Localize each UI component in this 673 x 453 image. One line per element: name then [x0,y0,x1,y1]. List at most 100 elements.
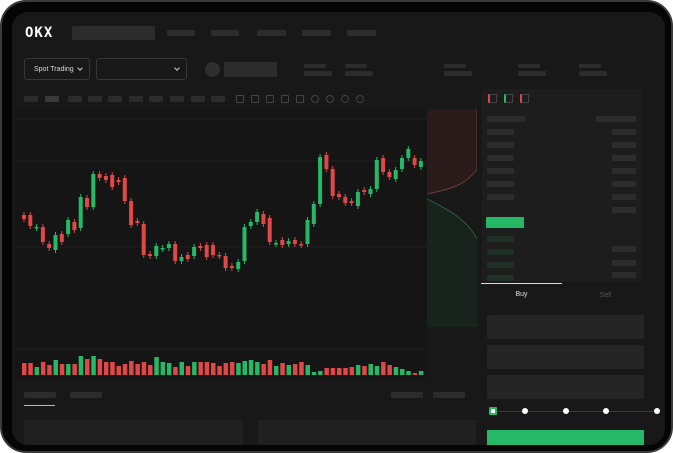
slider-step[interactable] [603,408,609,414]
search-bar[interactable] [72,26,155,40]
line-tool-icon[interactable] [296,95,304,103]
spot-trading-button[interactable]: Spot Trading [24,58,90,80]
candle [267,218,272,242]
buy-tab-indicator [481,283,562,284]
volume-bar [418,371,424,375]
leverage-slider[interactable] [489,407,660,415]
nav-item[interactable] [257,30,286,36]
ask-amount [612,181,636,187]
settings-icon[interactable] [266,95,274,103]
volume-bar [40,362,46,375]
candle [78,197,83,228]
bid-price [487,249,514,255]
candle [97,174,102,178]
bottom-tab[interactable] [70,392,102,398]
candle [166,244,171,248]
orderbook-view-icon[interactable] [504,94,513,103]
volume-bar [22,363,27,375]
volume-bar [223,363,229,375]
slider-step[interactable] [654,408,660,414]
stat-value [345,71,373,76]
target-icon[interactable] [341,95,349,103]
buy-button[interactable] [487,430,644,445]
volume-bar [229,362,235,375]
sell-tab[interactable]: Sell [599,292,612,299]
volume-bar [192,362,197,375]
circle-icon[interactable] [326,95,334,103]
candlestick-chart[interactable] [16,109,427,378]
candle [223,256,228,268]
total-input[interactable] [487,375,644,399]
indicator-icon[interactable] [251,95,259,103]
slider-handle[interactable] [489,407,497,415]
timeframe-button[interactable] [108,96,122,102]
stat-label [579,64,601,68]
volume-bar [311,372,317,375]
candle [292,240,297,244]
ask-amount [612,129,636,135]
timeframe-button[interactable] [149,96,163,102]
volume-bar [211,363,216,375]
orderbook-view-icon[interactable] [488,94,497,103]
bottom-tab[interactable] [24,392,56,398]
timeframe-button[interactable] [129,96,143,102]
chevron-down-icon [76,64,83,71]
volume-bar [135,364,140,375]
timeframe-button[interactable] [68,96,82,102]
candle [318,157,323,204]
ask-amount [612,155,636,161]
timeframe-button[interactable] [211,96,225,102]
spot-trading-label: Spot Trading [34,65,74,73]
volume-bar [91,356,96,375]
volume-bar [242,361,247,375]
buy-tab[interactable]: Buy [515,291,528,298]
candle [47,244,52,248]
orderbook-view-icon[interactable] [520,94,529,103]
bid-price [487,262,514,268]
chevron-icon[interactable] [281,95,289,103]
volume-bar [85,359,90,375]
volume-bar [122,364,128,375]
candle [381,158,386,172]
nav-item[interactable] [211,30,239,36]
timeframe-button[interactable] [88,96,102,102]
nav-item[interactable] [167,30,195,36]
nav-item[interactable] [347,30,376,36]
slider-step[interactable] [563,408,569,414]
stat-value [518,71,546,76]
indicator-icon[interactable] [236,95,244,103]
volume-bar [324,368,329,375]
volume-bar [248,360,254,375]
chart-area[interactable] [16,109,427,378]
pair-dropdown[interactable] [96,58,187,80]
volume-bar [255,362,260,375]
candle [418,161,423,167]
volume-bar [305,365,310,375]
price-input[interactable] [487,315,644,339]
volume-bar [160,362,166,375]
timeframe-button[interactable] [45,96,59,102]
pen-icon[interactable] [311,95,319,103]
timeframe-button[interactable] [170,96,184,102]
okx-logo[interactable]: OKX [25,25,54,41]
timeframe-button[interactable] [191,96,205,102]
candle [103,176,108,180]
timeframe-button[interactable] [24,96,38,102]
candle [305,220,310,244]
stat-value [579,71,607,76]
expand-icon[interactable] [356,95,364,103]
nav-item[interactable] [302,30,331,36]
bottom-action[interactable] [391,392,423,398]
stat-label [518,64,540,68]
stat-value [444,71,472,76]
bottom-action[interactable] [433,392,465,398]
volume-bar [53,360,58,375]
order-book [482,89,642,282]
slider-step[interactable] [522,408,528,414]
candle [236,262,241,269]
candle [349,201,354,203]
amount-input[interactable] [487,345,644,369]
candle [374,160,379,189]
ask-price [487,129,514,135]
